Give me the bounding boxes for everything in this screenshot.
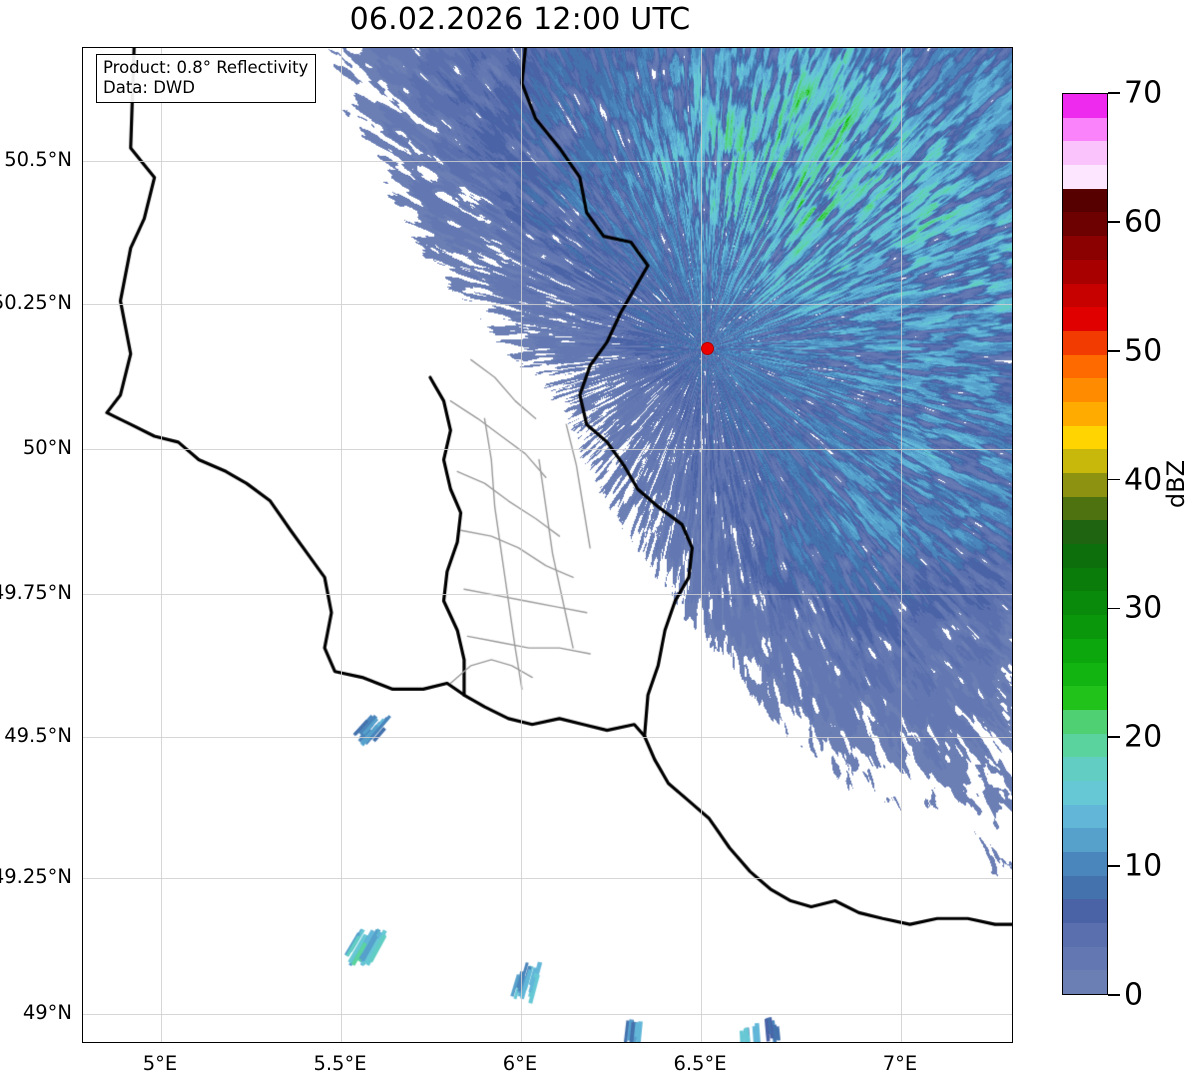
- colorbar-segment: [1063, 425, 1107, 450]
- colorbar-segment: [1063, 473, 1107, 497]
- colorbar-segment: [1063, 923, 1107, 947]
- y-axis-tick-label: 50.5°N: [4, 148, 72, 171]
- colorbar-tick: [1108, 607, 1120, 610]
- colorbar-tick-label: 30: [1124, 590, 1163, 626]
- colorbar-segment: [1063, 899, 1107, 924]
- colorbar-segment: [1063, 852, 1107, 876]
- colorbar-tick-label: 50: [1124, 333, 1163, 369]
- colorbar-segment: [1063, 236, 1107, 260]
- colorbar-segment: [1063, 165, 1107, 189]
- colorbar-segment: [1063, 212, 1107, 237]
- colorbar-tick-label: 20: [1124, 719, 1163, 755]
- x-axis-tick-label: 6°E: [502, 1052, 538, 1075]
- colorbar-segment: [1063, 307, 1107, 331]
- colorbar-tick-label: 40: [1124, 462, 1163, 498]
- colorbar-gradient: [1062, 93, 1108, 995]
- y-axis-tick-label: 49.25°N: [0, 865, 72, 888]
- colorbar-segment: [1063, 141, 1107, 166]
- colorbar-segment: [1063, 94, 1107, 118]
- colorbar-segment: [1063, 946, 1107, 971]
- y-axis-tick-label: 49°N: [22, 1001, 72, 1024]
- colorbar-segment: [1063, 567, 1107, 592]
- colorbar-tick-label: 60: [1124, 204, 1163, 240]
- colorbar-segment: [1063, 117, 1107, 142]
- colorbar-segment: [1063, 828, 1107, 852]
- colorbar-segment: [1063, 875, 1107, 900]
- colorbar-segment: [1063, 449, 1107, 473]
- colorbar-segment: [1063, 259, 1107, 284]
- colorbar-tick: [1108, 736, 1120, 739]
- colorbar-segment: [1063, 354, 1107, 379]
- colorbar-axis-label: dBZ: [1162, 459, 1191, 509]
- radar-site-marker: [700, 342, 714, 356]
- radar-map-axes[interactable]: [82, 47, 1013, 1043]
- colorbar-segment: [1063, 188, 1107, 213]
- colorbar-segment: [1063, 378, 1107, 402]
- colorbar-segment: [1063, 970, 1107, 994]
- info-box: Product: 0.8° Reflectivity Data: DWD: [96, 54, 317, 104]
- x-axis-tick-label: 5°E: [142, 1052, 178, 1075]
- colorbar-segment: [1063, 544, 1107, 568]
- colorbar-segment: [1063, 615, 1107, 639]
- radar-reflectivity-canvas: [83, 48, 1012, 1042]
- colorbar-tick: [1108, 478, 1120, 481]
- colorbar-tick: [1108, 92, 1120, 94]
- colorbar-tick-label: 10: [1124, 848, 1163, 884]
- colorbar-tick: [1108, 221, 1120, 223]
- info-product-line: Product: 0.8° Reflectivity: [103, 58, 309, 77]
- y-axis-tick-labels: 50.5°N 50.25°N 50°N 49.75°N 49.5°N 49.25°N 49°…: [0, 0, 80, 1081]
- colorbar-segment: [1063, 804, 1107, 829]
- colorbar-tick: [1108, 865, 1120, 867]
- x-axis-tick-label: 7°E: [882, 1052, 918, 1075]
- colorbar-segment: [1063, 283, 1107, 308]
- colorbar-segment: [1063, 780, 1107, 805]
- colorbar-segment: [1063, 520, 1107, 545]
- colorbar-segment: [1063, 662, 1107, 687]
- colorbar-segment: [1063, 401, 1107, 426]
- page-title: 06.02.2026 12:00 UTC: [349, 2, 691, 37]
- x-axis-tick-label: 6.5°E: [673, 1052, 727, 1075]
- colorbar-segment: [1063, 496, 1107, 521]
- y-axis-tick-label: 49.5°N: [4, 724, 72, 747]
- colorbar-segment: [1063, 733, 1107, 758]
- colorbar-segment: [1063, 686, 1107, 710]
- colorbar-tick-label: 0: [1124, 977, 1144, 1013]
- colorbar-tick: [1108, 349, 1120, 352]
- colorbar-segment: [1063, 709, 1107, 734]
- y-axis-tick-label: 50°N: [22, 436, 72, 459]
- y-axis-tick-label: 50.25°N: [0, 291, 72, 314]
- colorbar-segment: [1063, 638, 1107, 663]
- info-data-line: Data: DWD: [103, 78, 195, 98]
- x-axis-tick-label: 5.5°E: [313, 1052, 367, 1075]
- colorbar-tick: [1108, 994, 1120, 996]
- colorbar-tick-label: 70: [1124, 75, 1163, 111]
- colorbar-segment: [1063, 591, 1107, 616]
- colorbar-segment: [1063, 757, 1107, 781]
- colorbar-segment: [1063, 330, 1107, 355]
- colorbar: 0 10 20 30 40 50 60 70: [1062, 76, 1162, 1013]
- y-axis-tick-label: 49.75°N: [0, 581, 72, 604]
